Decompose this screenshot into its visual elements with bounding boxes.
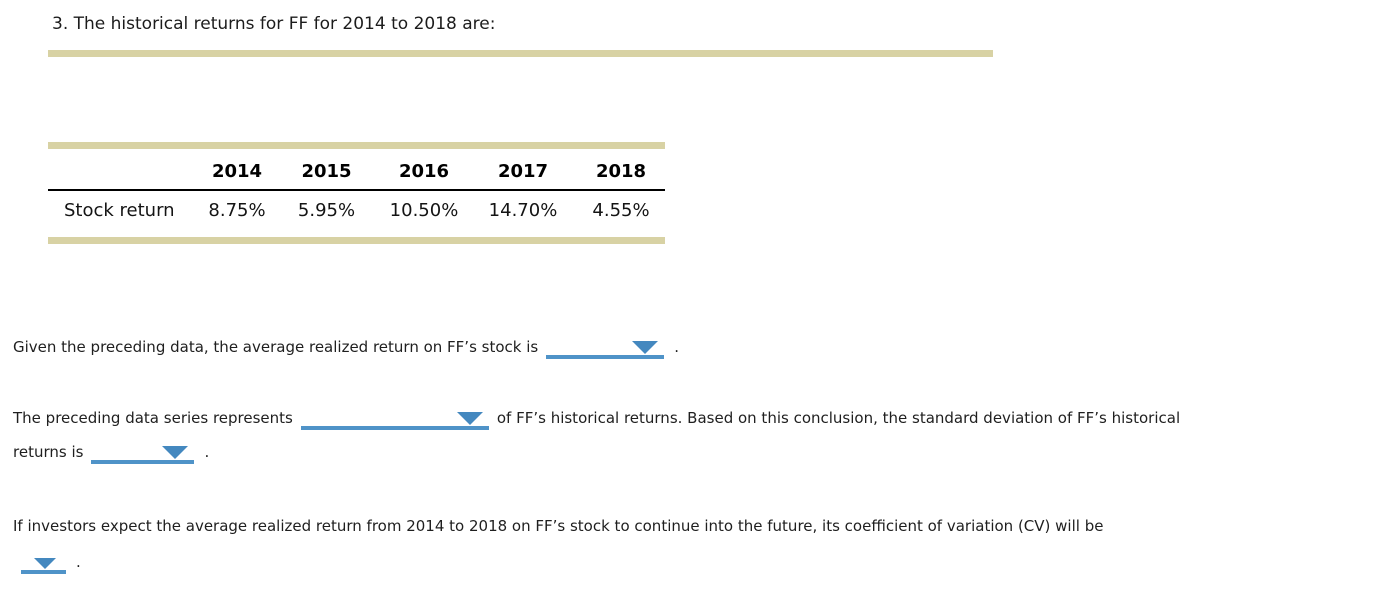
table-row-stock-return: Stock return 8.75% 5.95% 10.50% 14.70% 4… (48, 200, 667, 221)
question-heading: 3. The historical returns for FF for 201… (52, 14, 496, 34)
table-header-cell-2017: 2017 (497, 161, 549, 182)
table-data-cell: 14.70% (488, 200, 558, 221)
sentence-cv-answer-line: . (13, 553, 81, 574)
section-divider-bar (48, 50, 993, 57)
data-series-type-dropdown[interactable] (300, 411, 489, 430)
table-data-cell: 5.95% (297, 200, 356, 221)
dropdown-arrow-icon (162, 446, 189, 459)
sentence-text: of FF’s historical returns. Based on thi… (496, 409, 1181, 427)
sentence-text: Given the preceding data, the average re… (13, 338, 539, 356)
sentence-data-series: The preceding data series represents of F… (13, 409, 1180, 430)
cv-dropdown[interactable] (21, 555, 66, 574)
table-header-cell-2014: 2014 (211, 161, 263, 182)
table-header-rule (48, 189, 665, 191)
dropdown-arrow-icon (632, 341, 659, 354)
sentence-text: returns is (13, 443, 84, 461)
sentence-text: If investors expect the average realized… (13, 517, 1104, 535)
table-top-border-bar (48, 142, 665, 149)
table-header-cell-2018: 2018 (595, 161, 647, 182)
table-row-label: Stock return (64, 200, 175, 221)
table-header-row: 2014 2015 2016 2017 2018 (48, 161, 667, 182)
sentence-standard-deviation: returns is. (13, 443, 209, 464)
table-header-cell-2015: 2015 (301, 161, 352, 182)
sentence-period: . (204, 443, 210, 461)
dropdown-arrow-icon (456, 412, 483, 425)
sentence-period: . (76, 553, 81, 571)
sentence-text: The preceding data series represents (13, 409, 293, 427)
table-data-cell: 4.55% (592, 200, 650, 221)
table-data-cell: 10.50% (389, 200, 459, 221)
sentence-period: . (674, 338, 680, 356)
table-data-cell: 8.75% (208, 200, 266, 221)
table-header-cell-2016: 2016 (398, 161, 450, 182)
sentence-coefficient-of-variation: If investors expect the average realized… (13, 517, 1103, 536)
sentence-average-return: Given the preceding data, the average re… (13, 338, 679, 359)
standard-deviation-dropdown[interactable] (91, 445, 195, 464)
dropdown-arrow-icon (34, 558, 56, 569)
table-bottom-border-bar (48, 237, 665, 244)
average-return-dropdown[interactable] (546, 340, 665, 359)
